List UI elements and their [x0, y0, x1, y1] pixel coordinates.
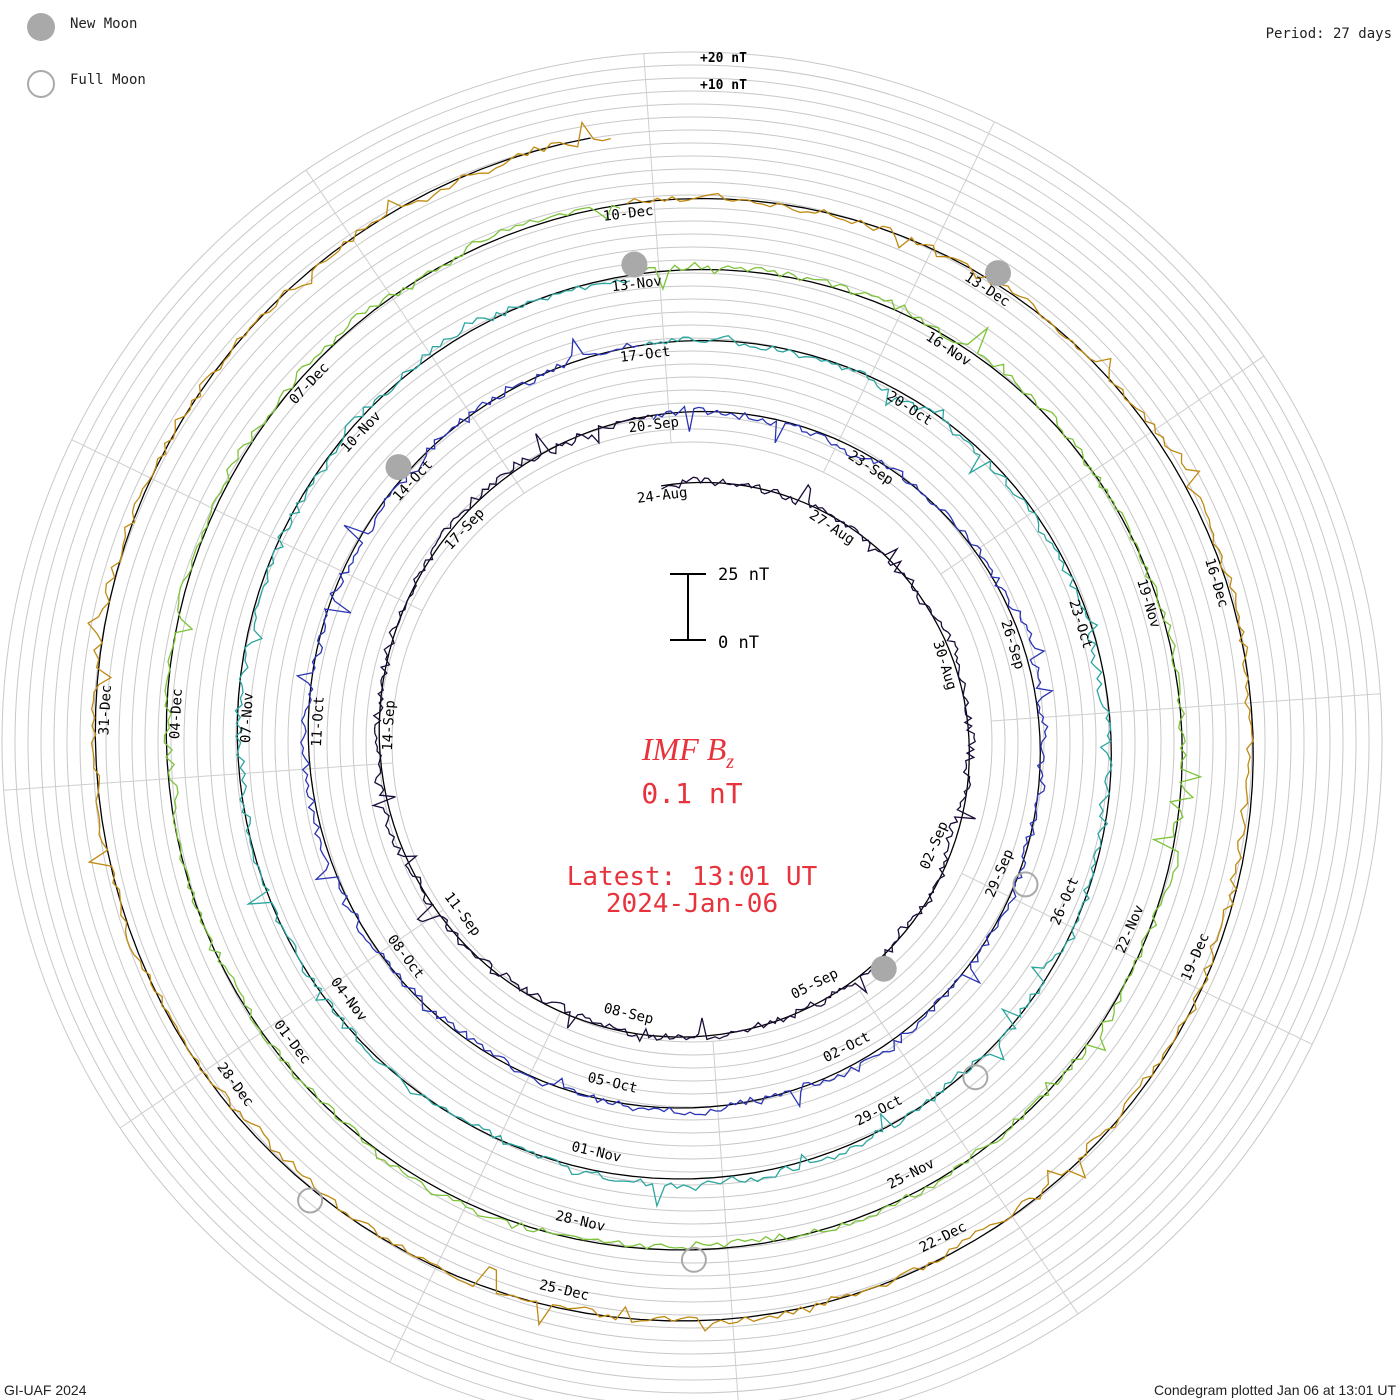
date-label: 08-Oct: [384, 932, 427, 982]
full-moon-legend-icon: [27, 70, 55, 98]
legend-full-moon-label: Full Moon: [70, 72, 146, 88]
ring-label-20nT: +20 nT: [700, 51, 747, 66]
grid-ring: [235, 285, 1149, 1199]
latest-time: Latest: 13:01 UT: [567, 862, 818, 892]
grid-ring: [313, 363, 1071, 1121]
grid-ring: [209, 259, 1175, 1225]
grid-spoke: [305, 169, 525, 494]
new-moon-marker: [385, 454, 412, 481]
grid-ring: [79, 129, 1305, 1355]
date-label: 24-Aug: [636, 485, 688, 507]
series-trace-5: [87, 120, 1254, 1332]
new-moon-marker: [870, 955, 897, 982]
grid-ring: [157, 207, 1227, 1277]
grid-spoke: [643, 53, 672, 443]
grid-ring: [170, 220, 1214, 1264]
date-label: 31-Dec: [96, 684, 115, 735]
date-label: 04-Dec: [167, 688, 186, 739]
full-moon-marker: [1012, 871, 1039, 898]
scale-bar-bottom-label: 0 nT: [718, 633, 759, 653]
date-label: 10-Dec: [602, 203, 654, 225]
date-label: 28-Dec: [213, 1060, 256, 1110]
series-trace-2: [295, 337, 1054, 1116]
date-label: 14-Sep: [380, 700, 399, 751]
grid-spoke: [859, 990, 1079, 1315]
date-label: 11-Oct: [309, 696, 328, 747]
grid-ring: [391, 441, 993, 1043]
data-series: [87, 120, 1254, 1332]
grid-spoke: [3, 762, 393, 791]
moon-markers: [297, 251, 1039, 1273]
grid-spoke: [119, 909, 444, 1129]
grid-spoke: [71, 439, 423, 611]
ring-label-10nT: +10 nT: [700, 78, 747, 93]
latest-date: 2024-Jan-06: [606, 889, 778, 919]
full-moon-marker: [962, 1064, 989, 1091]
plotted-label: Condegram plotted Jan 06 at 13:01 UT: [1154, 1382, 1396, 1398]
date-label: 05-Sep: [789, 966, 841, 1003]
polar-grid: [1, 51, 1383, 1400]
date-label: 22-Dec: [917, 1219, 969, 1256]
date-label: 17-Oct: [619, 344, 671, 366]
date-label: 28-Nov: [554, 1208, 607, 1235]
date-label: 20-Sep: [628, 414, 680, 436]
grid-spoke: [940, 355, 1265, 575]
grid-spoke: [389, 1011, 561, 1363]
new-moon-marker: [985, 260, 1011, 287]
grid-ring: [339, 389, 1045, 1095]
chart-title-main: IMF B: [641, 731, 726, 767]
grid-ring: [92, 142, 1292, 1342]
grid-ring: [105, 155, 1279, 1329]
grid-ring: [53, 103, 1331, 1381]
date-label: 01-Dec: [270, 1017, 313, 1067]
date-label: 29-Oct: [853, 1092, 905, 1129]
grid-ring: [261, 311, 1123, 1173]
grid-ring: [118, 168, 1266, 1316]
series-trace-3: [234, 279, 1113, 1209]
new-moon-legend-icon: [27, 13, 55, 41]
credit-label: GI-UAF 2024: [4, 1382, 87, 1398]
period-label: Period: 27 days: [1266, 26, 1392, 42]
date-label: 07-Nov: [238, 692, 257, 743]
grid-spoke: [712, 1041, 739, 1400]
scale-bar-top-label: 25 nT: [718, 565, 769, 585]
grid-ring: [196, 246, 1188, 1238]
chart-title: IMF Bz: [641, 731, 734, 773]
date-label: 08-Sep: [602, 1001, 655, 1028]
grid-ring: [14, 64, 1370, 1400]
current-value: 0.1 nT: [641, 777, 742, 810]
grid-ring: [287, 337, 1097, 1147]
date-label: 01-Nov: [570, 1139, 623, 1166]
grid-ring: [66, 116, 1318, 1368]
grid-ring: [27, 77, 1357, 1400]
grid-ring: [222, 272, 1162, 1212]
grid-ring: [352, 402, 1032, 1082]
full-moon-marker: [680, 1246, 707, 1273]
grid-spoke: [823, 121, 995, 473]
series-trace-1: [371, 414, 976, 1043]
date-label: 13-Nov: [611, 273, 663, 295]
chart-title-subscript: z: [725, 751, 734, 773]
grid-ring: [40, 90, 1344, 1394]
series-trace-4: [163, 204, 1203, 1251]
new-moon-marker: [621, 251, 648, 278]
grid-ring: [248, 298, 1136, 1186]
date-label: 05-Oct: [586, 1070, 639, 1097]
full-moon-marker: [297, 1187, 324, 1214]
grid-spoke: [991, 693, 1381, 722]
grid-ring: [326, 376, 1058, 1108]
legend-new-moon-label: New Moon: [70, 16, 137, 32]
grid-ring: [1, 51, 1383, 1400]
grid-ring: [144, 194, 1240, 1290]
